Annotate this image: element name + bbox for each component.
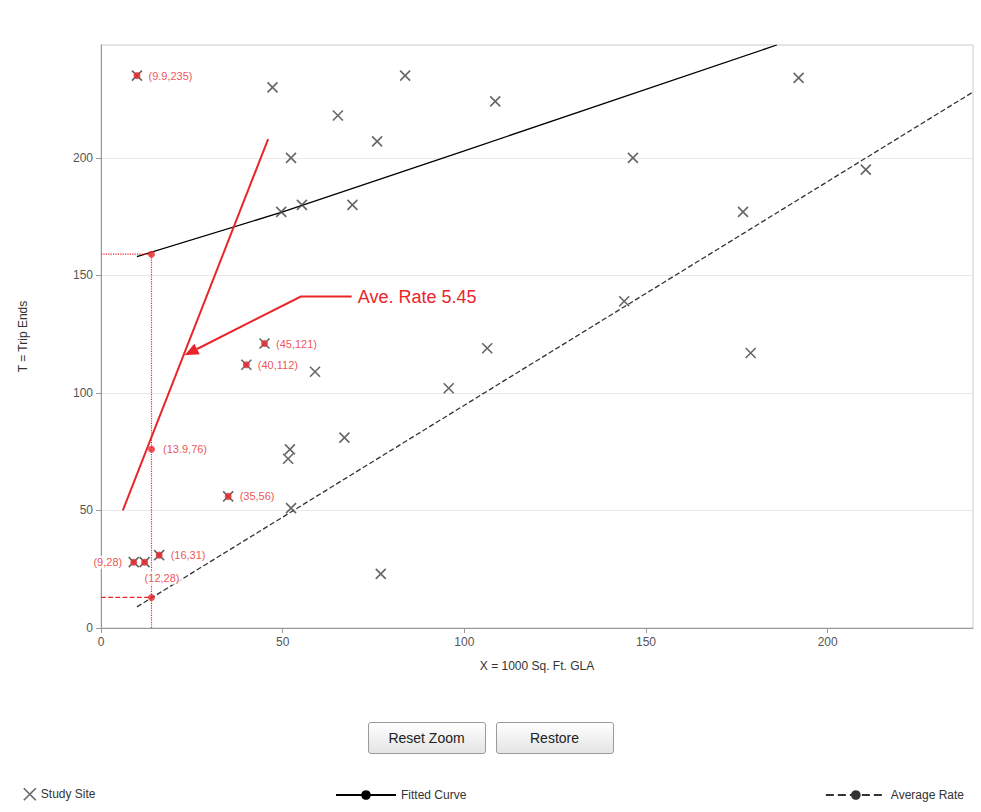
svg-text:(9.9,235): (9.9,235) <box>148 70 192 82</box>
svg-text:50: 50 <box>80 503 94 517</box>
svg-text:(35,56): (35,56) <box>240 490 275 502</box>
svg-text:(9,28): (9,28) <box>93 556 122 568</box>
svg-text:100: 100 <box>73 386 93 400</box>
svg-text:0: 0 <box>86 621 93 635</box>
svg-text:150: 150 <box>73 268 93 282</box>
svg-text:(16,31): (16,31) <box>171 549 206 561</box>
svg-text:(40,112): (40,112) <box>258 359 298 371</box>
svg-text:(12,28): (12,28) <box>145 572 180 584</box>
html-text:Reset Zoom: Reset Zoom <box>388 730 465 746</box>
html-text:Restore: Restore <box>530 730 579 746</box>
svg-text:50: 50 <box>276 635 290 649</box>
svg-text:150: 150 <box>636 635 656 649</box>
svg-text:Ave. Rate 5.45: Ave. Rate 5.45 <box>358 287 477 307</box>
svg-text:Study Site: Study Site <box>41 787 96 801</box>
svg-text:T = Trip Ends: T = Trip Ends <box>16 301 30 372</box>
svg-text:Average Rate: Average Rate <box>891 788 964 802</box>
svg-text:X = 1000 Sq. Ft. GLA: X = 1000 Sq. Ft. GLA <box>480 659 594 673</box>
svg-text:200: 200 <box>818 635 838 649</box>
svg-text:200: 200 <box>73 151 93 165</box>
svg-text:(13.9,76): (13.9,76) <box>163 443 207 455</box>
svg-text:100: 100 <box>454 635 474 649</box>
svg-text:(45,121): (45,121) <box>276 338 317 350</box>
svg-text:0: 0 <box>98 635 105 649</box>
svg-text:Fitted Curve: Fitted Curve <box>401 788 467 802</box>
